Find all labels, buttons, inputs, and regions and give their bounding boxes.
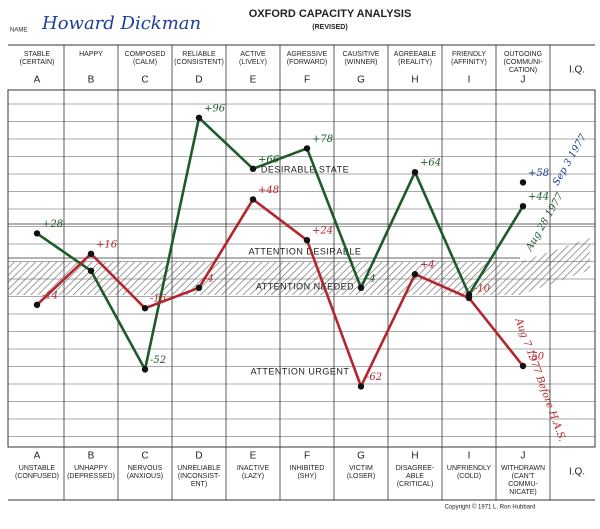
name: Howard Dickman xyxy=(41,13,201,34)
iq-label: I.Q. xyxy=(569,65,585,76)
value-label: +16 xyxy=(96,239,118,250)
data-point xyxy=(411,169,419,176)
category-letter: A xyxy=(34,451,41,462)
value-label: +78 xyxy=(312,134,333,145)
category-letter: D xyxy=(195,451,202,462)
value-label: +96 xyxy=(204,103,226,114)
zone-label: ATTENTION DESIRABLE xyxy=(249,246,362,256)
value-label: -10 xyxy=(474,284,491,295)
data-point xyxy=(303,145,311,152)
category-letter: C xyxy=(141,75,148,86)
bottom-label: DISAGREE-ABLE (CRITICAL) xyxy=(396,465,435,488)
form-grid xyxy=(7,44,596,501)
value-label: -52 xyxy=(150,355,166,366)
value-label: +4 xyxy=(420,260,435,271)
top-label: OUTGOING (COMMUNI-CATION) xyxy=(504,51,544,74)
attention-needed-band xyxy=(8,238,590,295)
top-label: AGRESSIVE (FORWARD) xyxy=(287,51,328,66)
name-label: NAME xyxy=(10,28,27,34)
top-label: RELIABLE (CONSISTENT) xyxy=(174,51,224,66)
data-point xyxy=(465,294,473,302)
value-label: -14 xyxy=(42,290,58,301)
value-label: -4 xyxy=(204,273,214,284)
category-letter: C xyxy=(141,451,148,462)
category-letter: J xyxy=(521,451,526,462)
series-line xyxy=(36,197,525,390)
value-label: +58 xyxy=(528,168,549,179)
bottom-label: UNRELIABLE (INCONSIST-ENT) xyxy=(177,465,221,488)
data-point xyxy=(249,165,257,172)
top-label: ACTIVE (LIVELY) xyxy=(239,51,267,66)
bottom-label: NERVOUS (ANXIOUS) xyxy=(127,465,163,480)
iq-label: I.Q. xyxy=(569,467,585,478)
data-point xyxy=(519,203,527,210)
value-label: -4 xyxy=(366,273,376,284)
title: OXFORD CAPACITY ANALYSIS xyxy=(249,8,412,20)
series-line xyxy=(36,115,525,374)
bottom-label: UNFRIENDLY (COLD) xyxy=(447,465,492,480)
data-point xyxy=(357,383,365,390)
date-note: Aug 7 1977 Before H.A.S. xyxy=(512,316,567,443)
category-letter: A xyxy=(34,75,41,86)
zone-label: ATTENTION URGENT xyxy=(251,366,350,376)
category-letter: I xyxy=(468,451,471,462)
date-note: Sep 3 1977 xyxy=(551,132,590,188)
data-point xyxy=(141,305,149,312)
value-label: +48 xyxy=(258,185,279,196)
category-letter: E xyxy=(250,75,257,86)
bottom-label: VICTIM (LOSER) xyxy=(347,465,375,480)
category-letter: G xyxy=(357,451,365,462)
subtitle: (REVISED) xyxy=(312,24,347,31)
zone-label: DESIRABLE STATE xyxy=(261,164,349,174)
bottom-label: INHIBITED (SHY) xyxy=(290,465,325,480)
top-label: COMPOSED (CALM) xyxy=(125,51,166,66)
category-letter: F xyxy=(304,451,310,462)
data-point xyxy=(303,237,311,244)
data-point xyxy=(195,284,203,291)
data-point xyxy=(87,250,95,257)
data-point xyxy=(33,230,41,237)
data-point xyxy=(411,271,419,278)
value-label: +66 xyxy=(258,154,280,165)
value-label: -16 xyxy=(150,294,167,305)
data-point xyxy=(357,284,365,291)
data-point xyxy=(141,366,149,373)
zone-label: ATTENTION NEEDED xyxy=(256,281,354,291)
data-point xyxy=(519,362,527,370)
category-letter: B xyxy=(88,451,95,462)
category-letter: J xyxy=(521,75,526,86)
value-label: +24 xyxy=(312,226,333,237)
category-letter: D xyxy=(195,75,202,86)
top-label: HAPPY xyxy=(79,51,103,58)
bottom-label: UNHAPPY (DEPRESSED) xyxy=(67,465,115,480)
category-letter: I xyxy=(468,75,471,86)
category-letter: B xyxy=(88,75,95,86)
data-point xyxy=(33,301,41,308)
bottom-label: UNSTABLE (CONFUSED) xyxy=(15,465,59,480)
value-label: +28 xyxy=(42,219,63,230)
category-letter: H xyxy=(411,451,418,462)
data-point xyxy=(519,179,527,186)
top-label: CAUSITIVE (WINNER) xyxy=(343,51,380,66)
category-letter: E xyxy=(250,451,257,462)
category-letter: F xyxy=(304,75,310,86)
data-point xyxy=(87,267,95,274)
data-point xyxy=(249,196,257,203)
top-label: STABLE (CERTAIN) xyxy=(20,51,55,66)
bottom-label: INACTIVE (LAZY) xyxy=(237,465,270,480)
value-label: -62 xyxy=(366,372,382,383)
value-label: -50 xyxy=(528,352,545,363)
category-letter: H xyxy=(411,75,418,86)
value-label: +44 xyxy=(528,192,549,203)
top-label: FRIENDLY (AFFINITY) xyxy=(451,51,487,66)
category-letter: G xyxy=(357,75,365,86)
copyright: Copyright © 1971 L. Ron Hubbard xyxy=(445,504,536,511)
data-point xyxy=(195,114,203,122)
value-label: +64 xyxy=(420,158,441,169)
bottom-label: WITHDRAWN (CAN'T COMMU-NICATE) xyxy=(501,465,545,496)
top-label: AGREEABLE (REALITY) xyxy=(394,51,437,66)
